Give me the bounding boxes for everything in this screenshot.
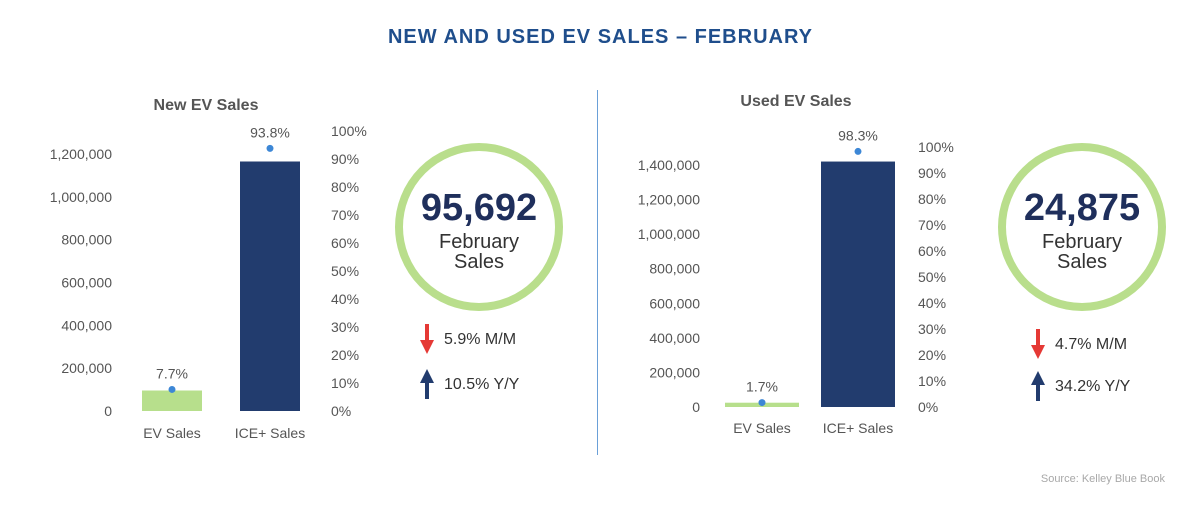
used-sales-label-sales: Sales — [1056, 251, 1108, 273]
new-y2-tick-label: 10% — [331, 375, 359, 391]
used-sales-ring: 24,875 February Sales — [998, 143, 1166, 311]
used-y-tick-label: 0 — [692, 399, 700, 415]
new-y-tick-label: 0 — [104, 403, 112, 419]
used-share-dot — [758, 399, 766, 407]
used-share-label: 1.7% — [746, 379, 778, 395]
new-share-label: 7.7% — [156, 365, 188, 381]
new-category-label: ICE+ Sales — [235, 425, 305, 441]
source-note: Source: Kelley Blue Book — [1040, 473, 1165, 485]
used-yy-text: 34.2% Y/Y — [1055, 378, 1131, 395]
used-y-tick-label: 400,000 — [649, 330, 700, 346]
new-y2-tick-label: 80% — [331, 179, 359, 195]
used-y-tick-label: 1,400,000 — [638, 157, 700, 173]
used-y2-tick-label: 30% — [918, 321, 946, 337]
up-arrow-icon — [1031, 371, 1045, 401]
new-sales-label-sales: Sales — [453, 251, 505, 273]
new-y2-tick-label: 30% — [331, 319, 359, 335]
page-title: NEW AND USED EV SALES – FEBRUARY — [387, 26, 813, 48]
used-mm-text: 4.7% M/M — [1055, 336, 1128, 353]
new-y-tick-label: 200,000 — [61, 360, 112, 376]
new-y2-tick-label: 20% — [331, 347, 359, 363]
used-share-label: 98.3% — [838, 127, 878, 143]
new-share-dot — [168, 385, 176, 393]
used-chart-title: Used EV Sales — [740, 93, 851, 110]
new-y2-tick-label: 90% — [331, 151, 359, 167]
down-arrow-icon — [1031, 329, 1045, 359]
used-y-tick-label: 600,000 — [649, 295, 700, 311]
new-chart-title: New EV Sales — [154, 97, 259, 114]
used-y2-tick-label: 70% — [918, 217, 946, 233]
used-sales-number: 24,875 — [1023, 187, 1141, 229]
used-y-tick-label: 800,000 — [649, 261, 700, 277]
new-share-label: 93.8% — [250, 124, 290, 140]
used-y-tick-label: 1,200,000 — [638, 192, 700, 208]
new-y-tick-label: 800,000 — [61, 232, 112, 248]
new-y2-tick-label: 100% — [331, 123, 367, 139]
new-y2-tick-label: 0% — [331, 403, 351, 419]
new-y-tick-label: 400,000 — [61, 317, 112, 333]
used-category-label: EV Sales — [733, 420, 791, 436]
new-category-label: EV Sales — [143, 425, 201, 441]
used-y2-tick-label: 100% — [918, 139, 954, 155]
new-y-tick-label: 1,200,000 — [50, 146, 112, 162]
panel-divider — [597, 90, 598, 455]
new-y-tick-label: 1,000,000 — [50, 189, 112, 205]
new-bar-ev — [142, 390, 202, 411]
used-share-dot — [854, 147, 862, 155]
new-mm-text: 5.9% M/M — [444, 331, 517, 348]
new-y2-tick-label: 70% — [331, 207, 359, 223]
new-sales-label-month: February — [438, 231, 520, 253]
used-bar-ice — [821, 161, 895, 407]
used-y2-tick-label: 80% — [918, 191, 946, 207]
new-bar-ice — [240, 161, 300, 411]
new-y2-tick-label: 40% — [331, 291, 359, 307]
used-y2-tick-label: 0% — [918, 399, 938, 415]
new-share-dot — [266, 144, 274, 152]
used-y2-tick-label: 50% — [918, 269, 946, 285]
down-arrow-icon — [420, 324, 434, 354]
new-y2-tick-label: 60% — [331, 235, 359, 251]
new-sales-ring: 95,692 February Sales — [395, 143, 563, 311]
used-y2-tick-label: 20% — [918, 347, 946, 363]
used-y-tick-label: 1,000,000 — [638, 226, 700, 242]
up-arrow-icon — [420, 369, 434, 399]
used-sales-label-month: February — [1041, 231, 1123, 253]
used-y-tick-label: 200,000 — [649, 364, 700, 380]
used-category-label: ICE+ Sales — [823, 420, 893, 436]
new-y2-tick-label: 50% — [331, 263, 359, 279]
used-y2-tick-label: 90% — [918, 165, 946, 181]
new-yy-text: 10.5% Y/Y — [444, 376, 520, 393]
new-y-tick-label: 600,000 — [61, 275, 112, 291]
used-y2-tick-label: 40% — [918, 295, 946, 311]
new-sales-number: 95,692 — [420, 187, 538, 229]
used-y2-tick-label: 10% — [918, 373, 946, 389]
used-y2-tick-label: 60% — [918, 243, 946, 259]
